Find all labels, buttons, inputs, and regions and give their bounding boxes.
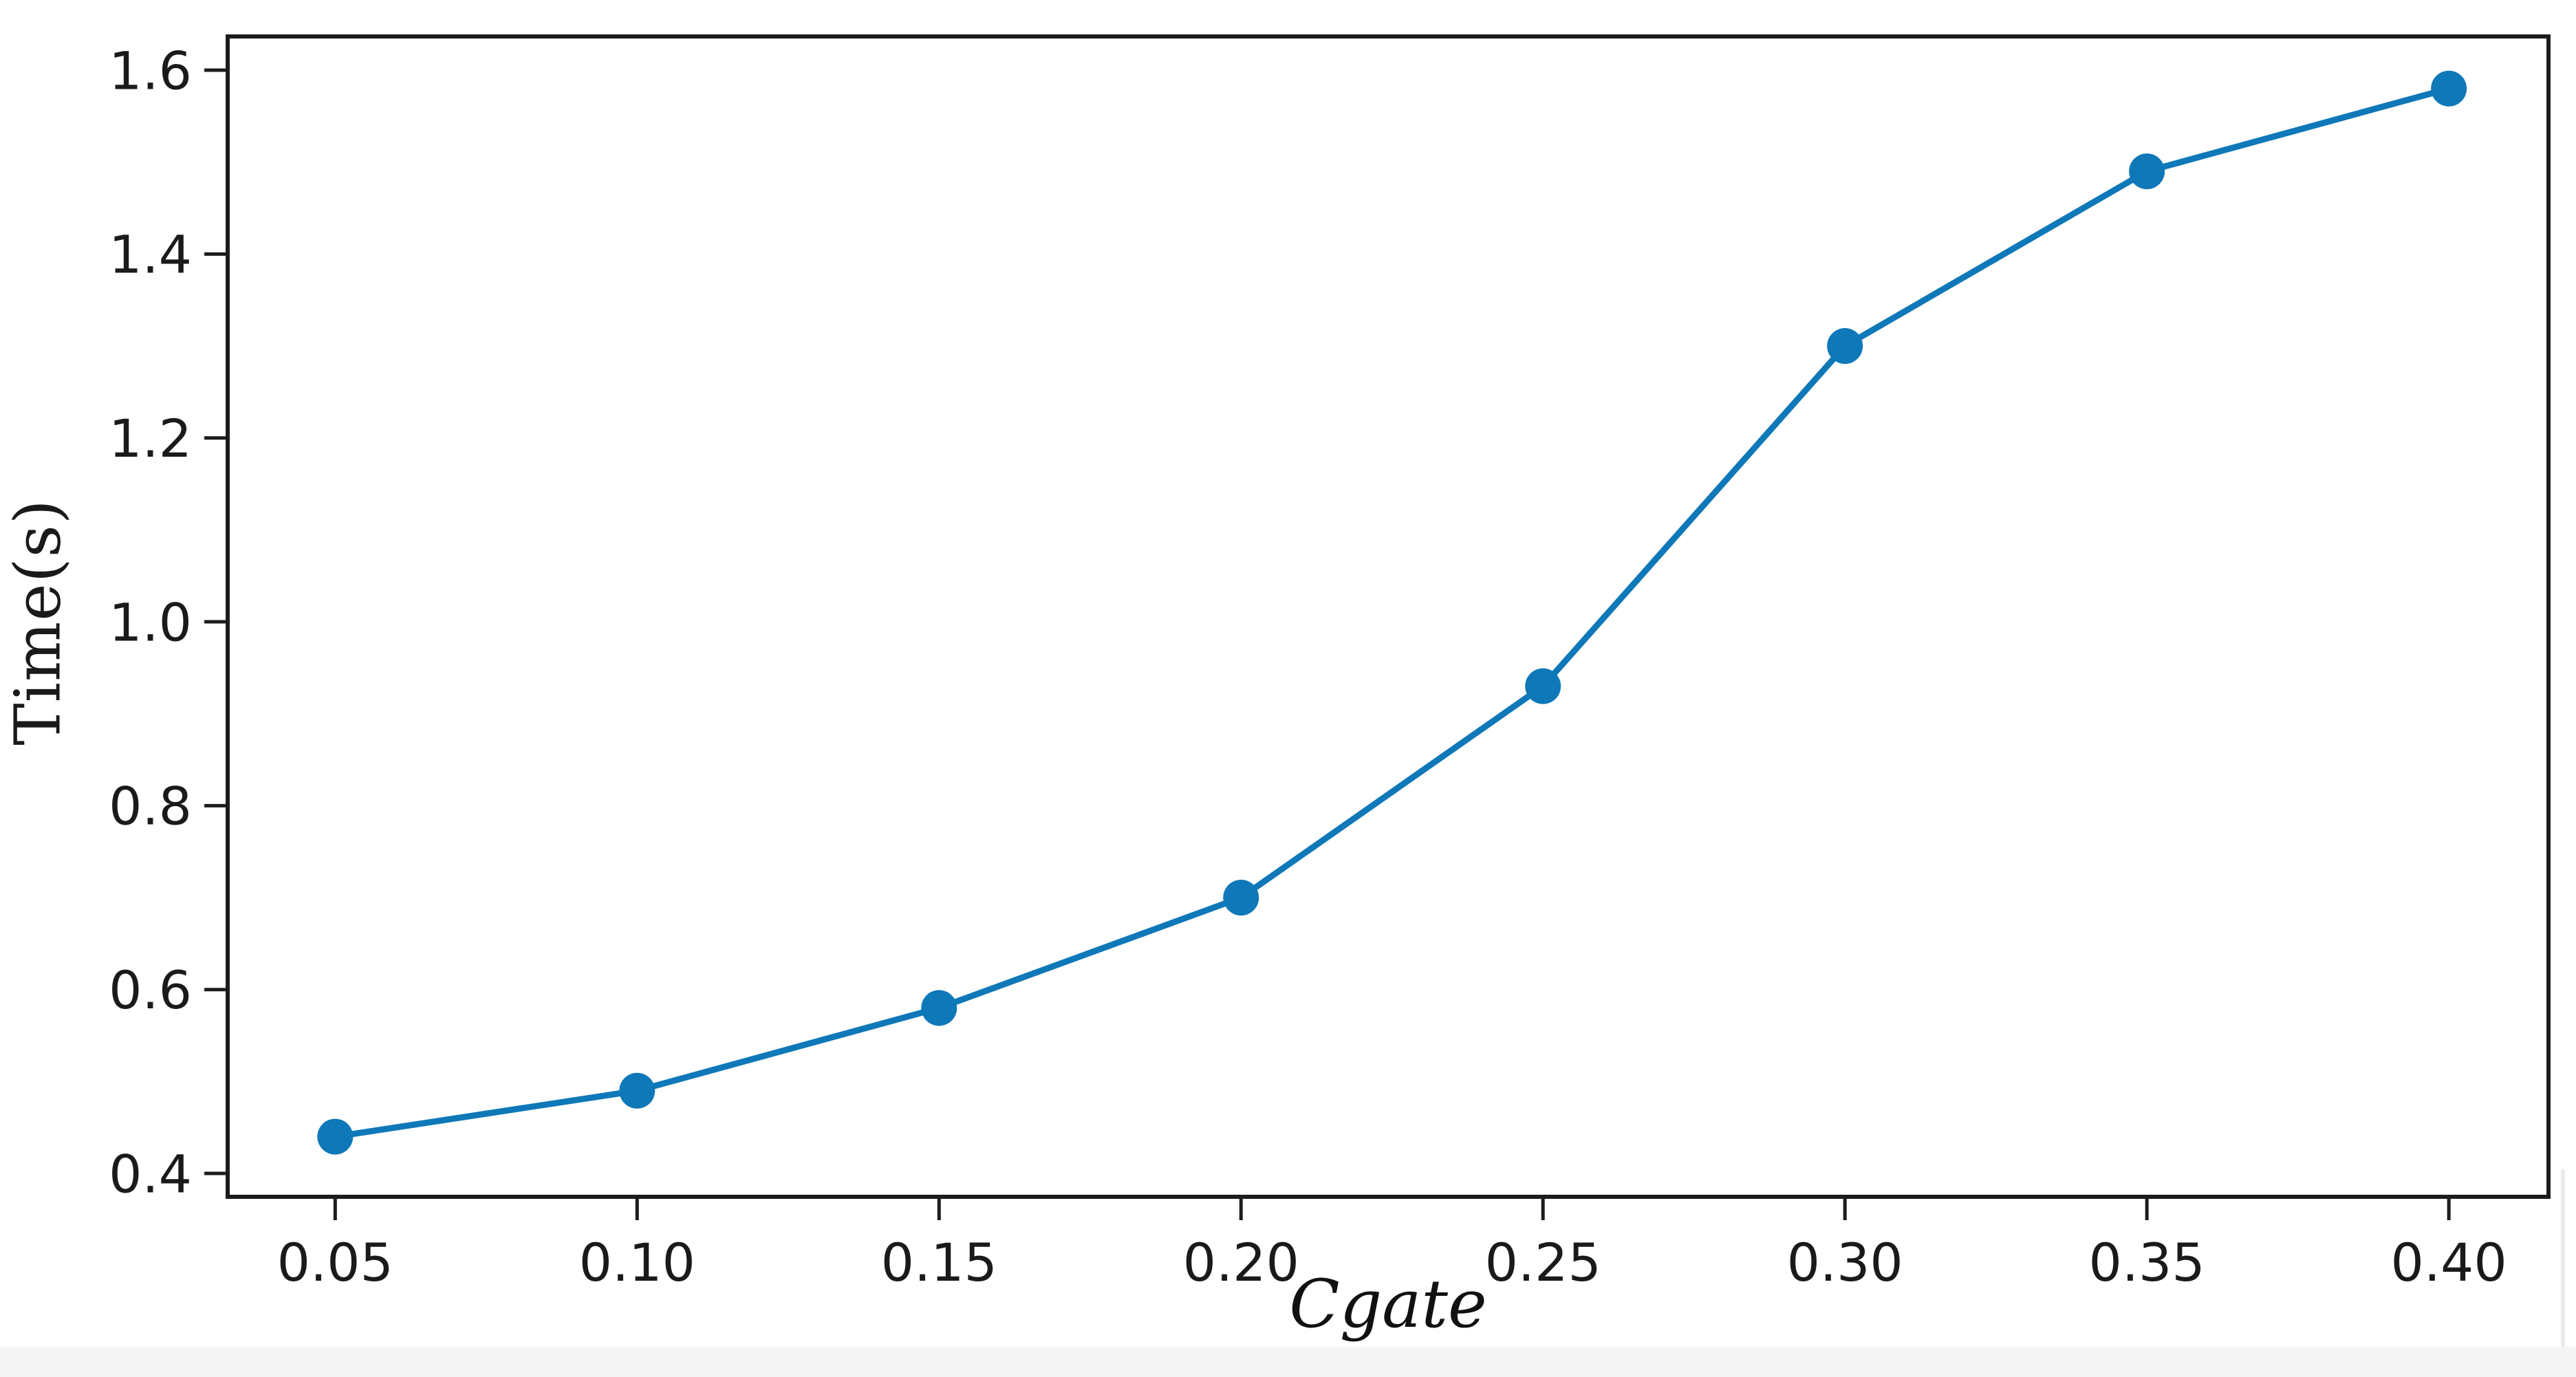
y-tick-label: 1.6 <box>109 40 192 101</box>
data-point-marker <box>2129 153 2165 190</box>
x-tick-label: 0.10 <box>579 1232 695 1293</box>
data-point-marker <box>1223 880 1259 916</box>
data-point-marker <box>921 990 957 1026</box>
data-line <box>332 85 2452 1140</box>
x-tick-label: 0.25 <box>1485 1232 1601 1293</box>
plot-area-frame <box>226 34 2551 1199</box>
y-tick-label: 1.4 <box>109 224 192 285</box>
x-tick-label: 0.20 <box>1183 1232 1299 1293</box>
y-tick-label: 0.6 <box>109 959 192 1021</box>
x-tick-label: 0.15 <box>881 1232 997 1293</box>
page-edge-strip-right <box>2561 1169 2565 1347</box>
x-tick-label: 0.05 <box>277 1232 393 1293</box>
y-tick-label: 0.4 <box>109 1143 192 1204</box>
data-point-marker <box>1525 668 1561 704</box>
y-tick-label: 1.2 <box>109 408 192 469</box>
data-point-marker <box>619 1072 656 1109</box>
x-tick-label: 0.40 <box>2391 1232 2507 1293</box>
page-edge-strip-bottom <box>0 1347 2576 1377</box>
y-tick-label: 1.0 <box>109 592 192 653</box>
x-tick-label: 0.30 <box>1787 1232 1903 1293</box>
x-axis-label: Cgate <box>1289 1266 1487 1343</box>
data-point-marker <box>1827 328 1863 365</box>
y-tick-label: 0.8 <box>109 776 192 837</box>
x-tick-label: 0.35 <box>2089 1232 2205 1293</box>
data-point-marker <box>317 1118 354 1155</box>
data-point-marker <box>2431 70 2467 107</box>
y-axis-label: Time(s) <box>1 499 75 746</box>
